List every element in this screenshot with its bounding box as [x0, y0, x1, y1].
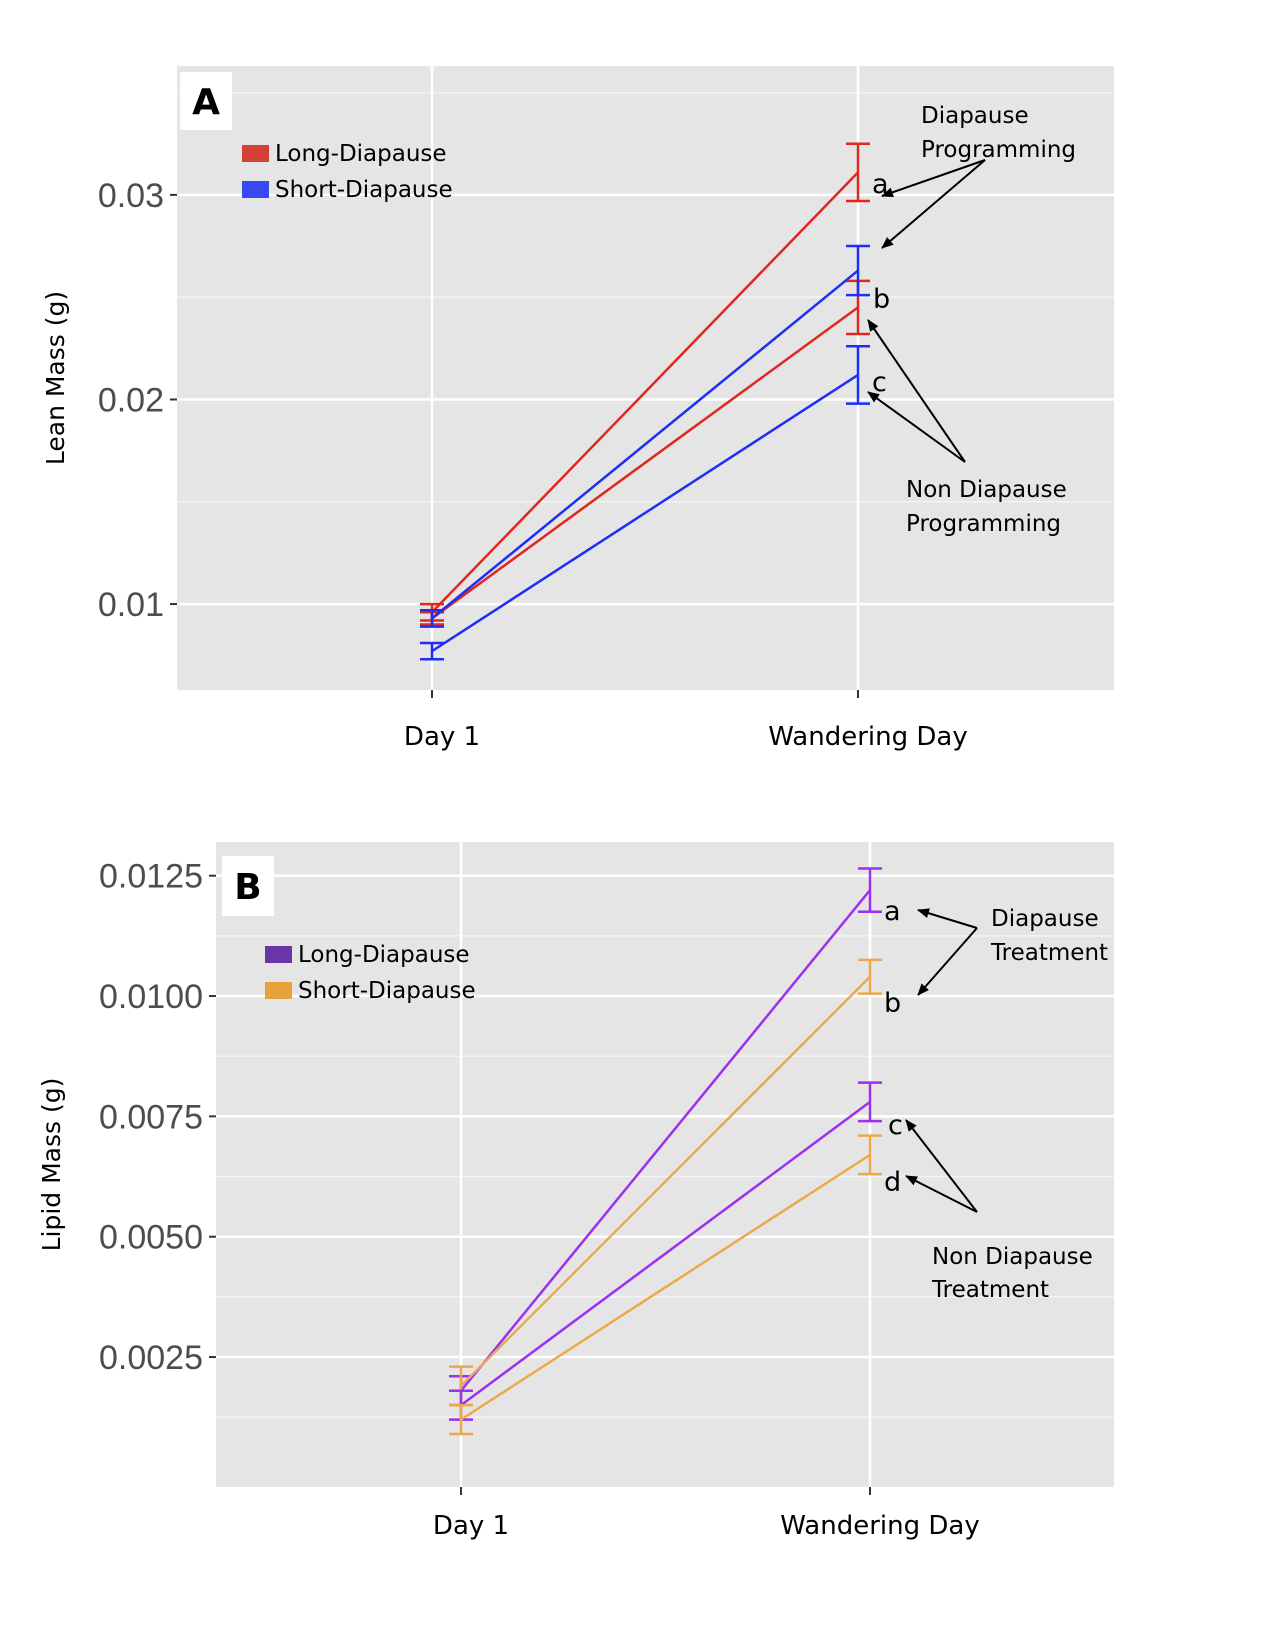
significance-label: b	[884, 988, 901, 1019]
annotation: Non Diapause Programming	[867, 319, 1067, 537]
error-bar	[846, 142, 870, 203]
annotation-text: Treatment	[931, 1277, 1049, 1303]
annotation-text: Non Diapause	[906, 477, 1067, 503]
annotation-arrow	[867, 391, 966, 463]
x-tick-label: Wandering Day	[768, 722, 967, 752]
legend-label: Short-Diapause	[298, 978, 476, 1004]
y-tick-label: 0.0025	[99, 1339, 203, 1377]
panel-label-box	[180, 72, 232, 130]
significance-label: d	[884, 1167, 901, 1198]
significance-label: c	[888, 1110, 903, 1141]
panel-a: 0.01 0.02 0.03 Day 1 Wandering Day Lean Mass …	[41, 66, 1114, 752]
legend-label: Long-Diapause	[275, 141, 447, 167]
significance-label: c	[872, 367, 887, 398]
legend-swatch	[242, 145, 269, 162]
error-bar	[420, 641, 444, 661]
annotation: Diapause Treatment	[917, 906, 1108, 996]
x-tick-label: Day 1	[404, 722, 480, 752]
y-tick-label: 0.0075	[99, 1098, 203, 1136]
annotation-arrow	[881, 159, 986, 249]
annotation-arrow	[905, 1119, 978, 1213]
series-line	[460, 889, 871, 1392]
x-tick-label: Day 1	[433, 1511, 509, 1541]
legend-label: Short-Diapause	[275, 177, 453, 203]
error-bar	[858, 867, 882, 914]
error-bar	[420, 608, 444, 628]
annotation-arrow	[881, 159, 986, 198]
y-tick-label: 0.0100	[99, 978, 203, 1016]
annotation-arrow	[905, 1175, 978, 1213]
series-line	[431, 269, 859, 620]
annotation-text: Non Diapause	[932, 1244, 1093, 1270]
y-tick-label: 0.0050	[99, 1219, 203, 1257]
y-axis-label: Lipid Mass (g)	[37, 1078, 66, 1252]
legend: Long-Diapause Short-Diapause	[265, 942, 476, 1004]
panel-label: B	[234, 867, 261, 908]
annotation-text: Programming	[921, 137, 1076, 163]
legend-label: Long-Diapause	[298, 942, 470, 968]
error-bar	[858, 958, 882, 995]
series-line	[431, 171, 859, 614]
panel-label-box	[222, 856, 274, 916]
annotation-text: Diapause	[921, 103, 1029, 129]
y-tick-label: 0.0125	[99, 858, 203, 896]
error-bar	[846, 244, 870, 297]
annotation-text: Diapause	[991, 906, 1099, 932]
y-tick-label: 0.02	[98, 381, 164, 419]
error-bar	[858, 1081, 882, 1123]
plot-background	[216, 842, 1114, 1487]
annotation-arrow	[867, 319, 966, 463]
error-bar	[858, 1134, 882, 1176]
panel-label: A	[192, 82, 220, 123]
annotation: Diapause Programming	[881, 103, 1076, 249]
error-bar	[449, 1403, 473, 1436]
significance-label: b	[873, 284, 890, 315]
significance-label: a	[884, 896, 901, 927]
legend-item: Long-Diapause	[242, 141, 447, 167]
series-line	[431, 306, 859, 620]
legend-item: Short-Diapause	[242, 177, 453, 203]
legend-swatch	[242, 181, 269, 198]
annotation: Non Diapause Treatment	[905, 1119, 1093, 1303]
y-tick-label: 0.01	[98, 586, 164, 624]
y-axis-label: Lean Mass (g)	[41, 291, 70, 465]
annotation-text: Programming	[906, 511, 1061, 537]
annotation-arrow	[917, 927, 978, 996]
series-line	[431, 373, 859, 653]
legend-item: Short-Diapause	[265, 978, 476, 1004]
legend-swatch	[265, 982, 292, 999]
error-bar	[846, 345, 870, 405]
series-line	[460, 1100, 871, 1407]
annotation-text: Treatment	[990, 940, 1108, 966]
legend-swatch	[265, 946, 292, 963]
y-tick-label: 0.03	[98, 177, 164, 215]
series-line	[460, 975, 871, 1387]
legend: Long-Diapause Short-Diapause	[242, 141, 453, 203]
x-tick-label: Wandering Day	[780, 1511, 979, 1541]
legend-item: Long-Diapause	[265, 942, 470, 968]
series-line	[460, 1153, 871, 1421]
annotation-arrow	[917, 908, 978, 929]
panel-b: 0.0025 0.0050 0.0075 0.0100 0.0125 Day 1 Wande…	[37, 842, 1114, 1541]
